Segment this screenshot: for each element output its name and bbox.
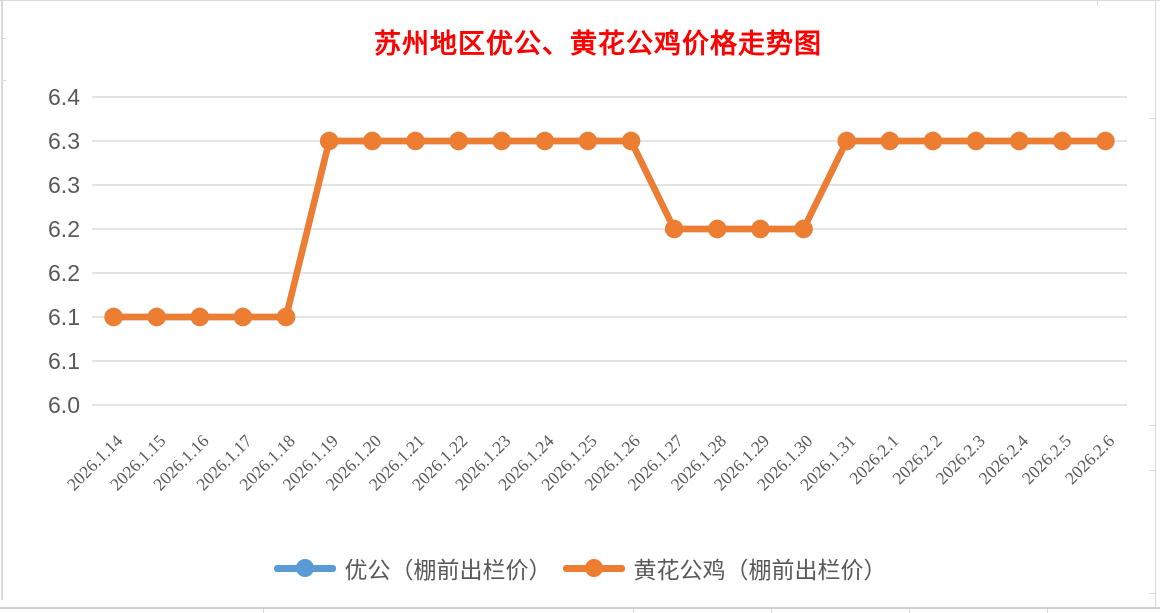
sheet-column-tick xyxy=(1047,609,1048,613)
data-point-huanghua-2026.2.6[interactable] xyxy=(1096,131,1115,151)
data-point-huanghua-2026.1.25[interactable] xyxy=(578,131,598,151)
legend-label-yougong: 优公（棚前出栏价） xyxy=(344,558,552,583)
sheet-column-tick xyxy=(263,609,264,613)
data-point-huanghua-2026.1.30[interactable] xyxy=(794,219,813,239)
data-point-huanghua-2026.1.26[interactable] xyxy=(621,131,641,151)
sheet-gridline-bottom xyxy=(0,607,1160,609)
data-point-huanghua-2026.1.24[interactable] xyxy=(535,131,555,151)
data-point-huanghua-2026.1.27[interactable] xyxy=(664,219,684,239)
legend-label-huanghua: 黄花公鸡（棚前出栏价） xyxy=(633,558,887,583)
sheet-column-tick xyxy=(633,609,634,613)
legend-item-huanghua[interactable]: 黄花公鸡（棚前出栏价） xyxy=(562,551,887,585)
data-point-huanghua-2026.1.31[interactable] xyxy=(837,131,856,151)
data-point-huanghua-2026.1.16[interactable] xyxy=(190,307,210,327)
sheet-column-tick xyxy=(909,609,910,613)
data-point-huanghua-2026.1.23[interactable] xyxy=(492,131,511,151)
data-point-huanghua-2026.2.4[interactable] xyxy=(1009,131,1029,151)
orange-dot-icon xyxy=(584,559,603,577)
sheet-row-tick xyxy=(1150,425,1155,426)
y-tick-label: 6.1 xyxy=(48,348,80,374)
data-point-huanghua-2026.1.22[interactable] xyxy=(449,131,468,151)
data-point-huanghua-2026.2.3[interactable] xyxy=(966,131,986,151)
blue-line-marker-icon xyxy=(273,559,336,577)
data-point-huanghua-2026.2.1[interactable] xyxy=(880,131,900,151)
data-point-huanghua-2026.1.17[interactable] xyxy=(233,307,253,327)
y-tick-label: 6.0 xyxy=(48,392,80,418)
sheet-column-tick xyxy=(771,609,772,613)
sheet-row-tick xyxy=(1,80,6,81)
data-point-huanghua-2026.1.21[interactable] xyxy=(406,131,425,151)
chart-legend: 优公（棚前出栏价） 黄花公鸡（棚前出栏价） xyxy=(0,551,1160,585)
sheet-row-tick xyxy=(1150,470,1155,471)
data-point-huanghua-2026.1.28[interactable] xyxy=(708,219,727,239)
sheet-row-tick xyxy=(1150,118,1155,119)
sheet-column-tick xyxy=(1097,1,1098,5)
y-tick-label: 6.3 xyxy=(48,172,80,198)
data-point-huanghua-2026.2.2[interactable] xyxy=(923,131,943,151)
y-tick-label: 6.2 xyxy=(48,260,80,286)
y-tick-label: 6.4 xyxy=(48,84,80,110)
chart-title: 苏州地区优公、黄花公鸡价格走势图 xyxy=(374,29,822,59)
legend-item-yougong[interactable]: 优公（棚前出栏价） xyxy=(273,551,552,585)
y-tick-label: 6.1 xyxy=(48,304,80,330)
data-point-huanghua-2026.1.15[interactable] xyxy=(147,307,166,327)
y-tick-label: 6.3 xyxy=(48,128,80,154)
data-point-huanghua-2026.2.5[interactable] xyxy=(1053,131,1072,151)
data-point-huanghua-2026.1.14[interactable] xyxy=(104,307,123,327)
orange-line-marker-icon xyxy=(562,559,625,577)
data-point-huanghua-2026.1.29[interactable] xyxy=(751,219,770,239)
y-tick-label: 6.2 xyxy=(48,216,80,242)
data-point-huanghua-2026.1.20[interactable] xyxy=(363,131,382,151)
sheet-gridline-right xyxy=(1155,0,1156,607)
sheet-row-tick xyxy=(1,38,6,39)
sheet-gridline-top xyxy=(0,0,1160,1)
sheet-gridline-left xyxy=(1,0,3,600)
data-point-huanghua-2026.1.18[interactable] xyxy=(276,307,296,327)
data-point-huanghua-2026.1.19[interactable] xyxy=(319,131,339,151)
sheet-row-tick xyxy=(1150,593,1155,594)
blue-dot-icon xyxy=(295,559,314,577)
